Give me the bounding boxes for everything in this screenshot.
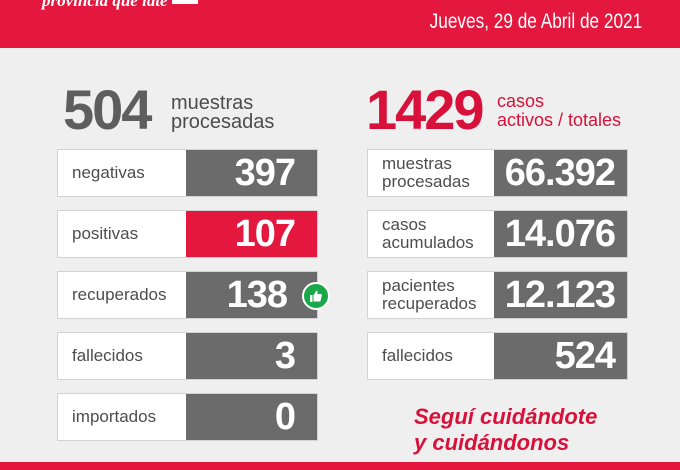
stat-row-muestras-procesadas: muestras procesadas 66.392 (367, 149, 628, 197)
stat-label-line-2: acumulados (382, 233, 474, 252)
samples-processed-today-number: 504 (63, 78, 152, 141)
cases-label-line-2: activos / totales (497, 110, 622, 130)
active-cases-label: casos activos / totales (497, 92, 621, 130)
stat-label: muestras procesadas (382, 150, 470, 196)
report-date: Jueves, 29 de Abril de 2021 (429, 10, 642, 33)
slogan-line-2: y cuidándonos (414, 430, 570, 455)
stat-value: 107 (186, 211, 317, 257)
thumbs-up-icon (302, 282, 330, 310)
stat-label-line-1: pacientes (382, 276, 455, 295)
stat-label: fallecidos (382, 333, 453, 379)
stat-label: negativas (72, 163, 145, 182)
stat-row-fallecidos-total: fallecidos 524 (367, 332, 628, 380)
stat-value: 524 (494, 333, 627, 379)
stat-label-line-1: casos (382, 215, 427, 234)
stat-label-line-2: recuperados (382, 294, 477, 313)
samples-label-line-2: procesadas (171, 111, 275, 133)
stat-row-casos-acumulados: casos acumulados 14.076 (367, 210, 628, 258)
stat-value: 0 (186, 394, 317, 440)
brand-tagline: provincia que late (42, 0, 198, 11)
slogan-line-1: Seguí cuidándote (414, 404, 598, 429)
stat-value: 397 (186, 150, 317, 196)
stat-label: importados (72, 407, 157, 426)
stat-value: 12.123 (494, 272, 627, 318)
stat-row-fallecidos: fallecidos 3 (57, 332, 318, 380)
samples-processed-today-label: muestras procesadas (171, 92, 275, 133)
stat-row-importados: importados 0 (57, 393, 318, 441)
cases-label-line-1: casos (497, 91, 545, 111)
header-bar: provincia que late Jueves, 29 de Abril d… (0, 0, 680, 48)
stat-label: casos acumulados (382, 211, 474, 257)
stat-row-pacientes-recuperados: pacientes recuperados 12.123 (367, 271, 628, 319)
stat-value: 66.392 (494, 150, 627, 196)
stat-label-line-1: muestras (382, 154, 452, 173)
stat-row-recuperados: recuperados 138 (57, 271, 318, 319)
stat-value: 3 (186, 333, 317, 379)
active-cases-number: 1429 (366, 78, 485, 141)
stat-label: fallecidos (72, 346, 143, 365)
footer-bar (0, 462, 680, 470)
stat-label: positivas (72, 224, 139, 243)
stat-label: recuperados (72, 285, 167, 304)
stat-value: 138 (186, 272, 317, 318)
stat-label: pacientes recuperados (382, 272, 477, 318)
stat-value: 14.076 (494, 211, 627, 257)
stat-row-positivas: positivas 107 (57, 210, 318, 258)
stat-label-line-2: procesadas (382, 172, 470, 191)
stat-label-line-1: fallecidos (382, 346, 453, 365)
stat-row-negativas: negativas 397 (57, 149, 318, 197)
samples-label-line-1: muestras (171, 92, 254, 114)
slogan: Seguí cuidándote y cuidándonos (414, 404, 597, 456)
